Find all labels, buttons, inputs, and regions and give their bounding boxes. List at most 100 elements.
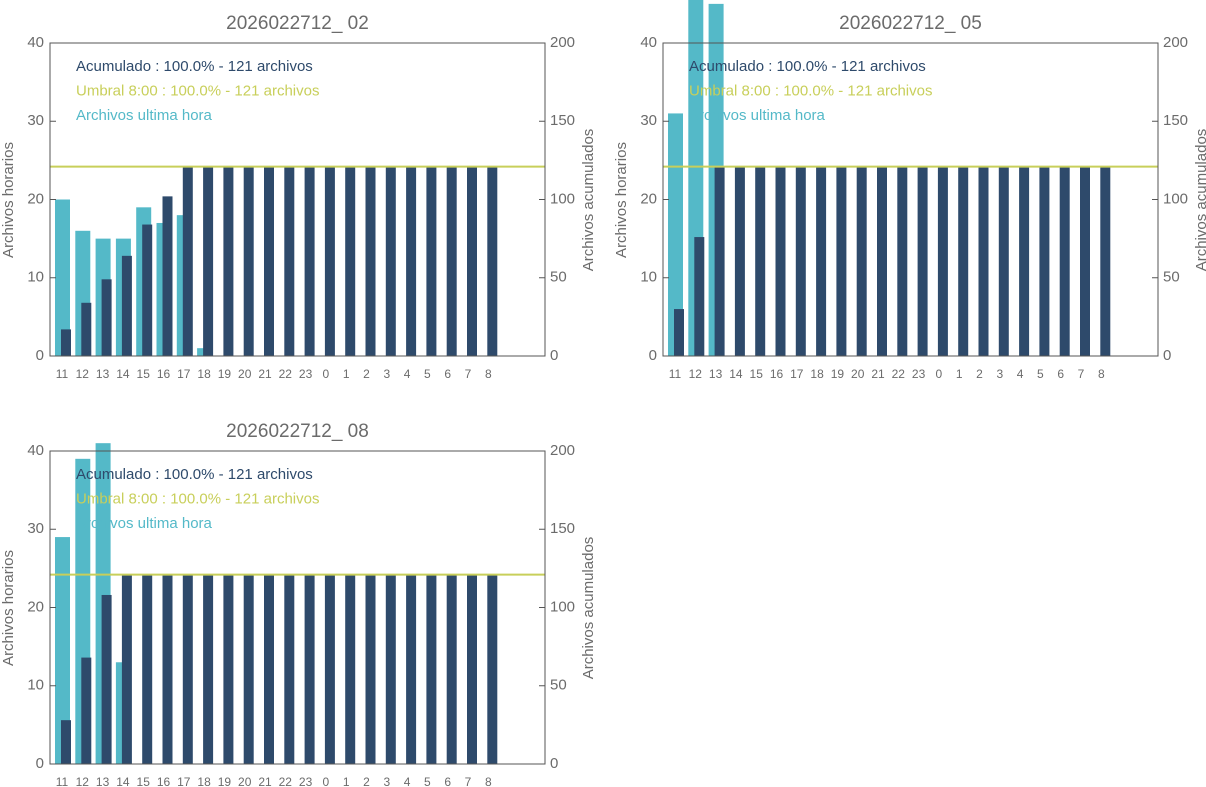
bar	[81, 657, 92, 764]
y-tick-label: 10	[27, 677, 44, 694]
bars	[55, 443, 498, 764]
x-tick-label: 21	[258, 775, 272, 787]
y-tick-label: 40	[27, 442, 44, 459]
y2-tick-label: 150	[550, 112, 575, 129]
x-tick-label: 7	[465, 367, 472, 381]
x-tick-label: 22	[892, 367, 906, 381]
bar	[426, 574, 437, 764]
x-tick-label: 14	[729, 367, 743, 381]
bar	[203, 574, 214, 764]
bar	[426, 166, 437, 356]
x-tick-label: 11	[56, 367, 69, 381]
x-tick-label: 17	[177, 367, 191, 381]
x-tick-label: 14	[116, 367, 130, 381]
x-tick-label: 22	[279, 775, 293, 787]
y-tick-label: 30	[27, 112, 44, 129]
x-tick-label: 8	[485, 775, 492, 787]
bar	[917, 166, 928, 356]
x-tick-label: 15	[750, 367, 764, 381]
bar	[467, 574, 477, 764]
y2-tick-label: 100	[550, 190, 575, 207]
bar	[775, 166, 786, 356]
bars	[55, 166, 498, 356]
bar	[406, 166, 417, 356]
bar	[856, 166, 867, 356]
x-tick-label: 1	[956, 367, 963, 381]
bar	[81, 302, 92, 356]
legend-entry: Archivos ultima hora	[76, 107, 213, 124]
y-tick-label: 20	[27, 190, 44, 207]
x-tick-label: 8	[1098, 367, 1105, 381]
bar	[223, 166, 234, 356]
y2-tick-label: 200	[550, 442, 575, 459]
y2-tick-label: 200	[1163, 34, 1188, 51]
x-tick-label: 15	[137, 367, 151, 381]
bar	[1019, 166, 1030, 356]
x-tick-label: 19	[218, 367, 232, 381]
chart-title: 2026022712_ 08	[226, 421, 369, 442]
x-tick-label: 18	[197, 775, 211, 787]
x-tick-label: 3	[383, 367, 390, 381]
bar	[101, 279, 112, 356]
bar	[304, 166, 315, 356]
chart-title: 2026022712_ 05	[839, 13, 982, 34]
bar	[101, 594, 112, 764]
bar	[1059, 166, 1070, 356]
bar	[816, 166, 827, 356]
bar	[694, 237, 705, 356]
bar	[734, 166, 745, 356]
y-tick-label: 0	[649, 347, 657, 364]
x-tick-label: 2	[363, 367, 370, 381]
bar	[446, 574, 457, 764]
y-tick-label: 20	[640, 190, 657, 207]
x-tick-label: 18	[810, 367, 824, 381]
y2-tick-label: 100	[1163, 190, 1188, 207]
bar	[1080, 166, 1090, 356]
x-tick-label: 4	[404, 775, 411, 787]
y2-axis-label: Archivos acumulados	[1193, 129, 1206, 272]
bar	[121, 574, 132, 764]
bar	[937, 166, 948, 356]
x-tick-label: 12	[689, 367, 703, 381]
y-tick-label: 10	[640, 269, 657, 286]
bar	[264, 166, 274, 356]
bar	[365, 574, 376, 764]
x-tick-label: 7	[1078, 367, 1085, 381]
bar	[61, 329, 71, 356]
x-tick-label: 16	[770, 367, 784, 381]
legend-entry: Archivos ultima hora	[689, 107, 826, 124]
bar	[55, 537, 70, 764]
bar	[958, 166, 969, 356]
bar	[345, 166, 356, 356]
x-tick-label: 1	[343, 775, 350, 787]
y2-tick-label: 50	[550, 269, 567, 286]
bar	[998, 166, 1009, 356]
bar	[345, 574, 356, 764]
y2-axis-label: Archivos acumulados	[580, 129, 597, 272]
bar	[978, 166, 989, 356]
x-tick-label: 2	[363, 775, 370, 787]
bar	[674, 309, 684, 356]
y2-tick-label: 50	[550, 677, 567, 694]
y2-tick-label: 50	[1163, 269, 1180, 286]
x-tick-label: 7	[465, 775, 472, 787]
y-axis-label: Archivos horarios	[613, 142, 630, 258]
x-tick-label: 5	[424, 367, 431, 381]
x-tick-label: 13	[96, 367, 110, 381]
bar	[668, 113, 683, 356]
y-tick-label: 0	[36, 755, 44, 772]
y2-tick-label: 100	[550, 598, 575, 615]
x-tick-label: 20	[238, 367, 252, 381]
x-tick-label: 0	[323, 367, 330, 381]
legend-entry: Umbral 8:00 : 100.0% - 121 archivos	[76, 490, 319, 507]
y2-tick-label: 150	[1163, 112, 1188, 129]
x-tick-label: 4	[404, 367, 411, 381]
x-tick-label: 18	[197, 367, 211, 381]
x-tick-label: 20	[851, 367, 865, 381]
y2-tick-label: 150	[550, 520, 575, 537]
x-tick-label: 0	[323, 775, 330, 787]
x-tick-label: 12	[76, 775, 90, 787]
x-tick-label: 6	[444, 367, 451, 381]
